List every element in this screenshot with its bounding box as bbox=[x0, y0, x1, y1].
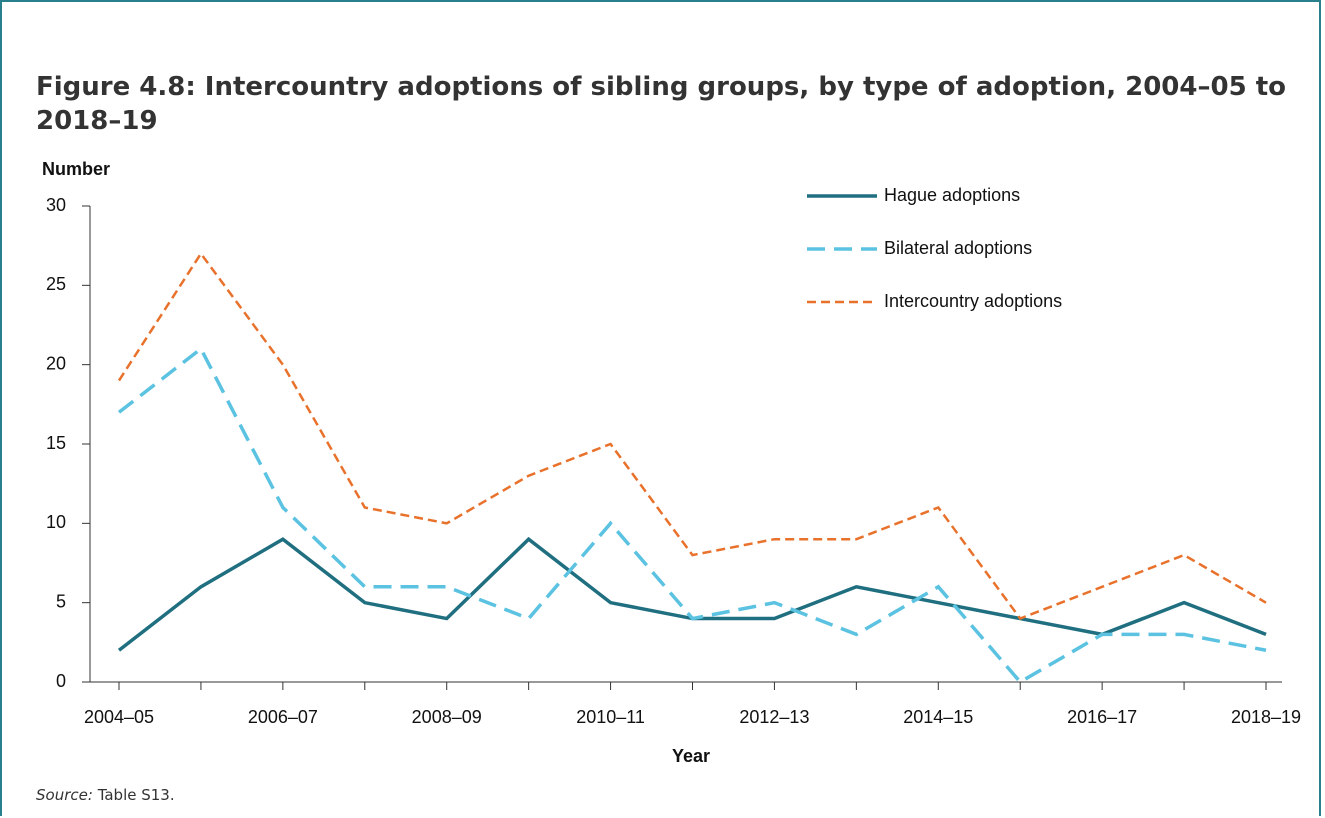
x-tick-label: 2004–05 bbox=[84, 707, 154, 727]
source-text: Table S13. bbox=[97, 786, 175, 804]
x-tick-label: 2014–15 bbox=[903, 707, 973, 727]
chart-title: Figure 4.8: Intercountry adoptions of si… bbox=[36, 72, 1287, 136]
y-tick-label: 0 bbox=[56, 671, 66, 691]
y-tick-label: 20 bbox=[46, 353, 66, 373]
source-label: Source: bbox=[36, 786, 93, 804]
x-axis-label: Year bbox=[672, 746, 710, 766]
series-line bbox=[117, 251, 1267, 621]
y-tick-label: 30 bbox=[46, 195, 66, 215]
x-tick-label: 2016–17 bbox=[1067, 707, 1137, 727]
y-axis-label: Number bbox=[42, 159, 110, 179]
x-tick-label: 2006–07 bbox=[248, 707, 318, 727]
x-tick-label: 2012–13 bbox=[739, 707, 809, 727]
legend-label: Bilateral adoptions bbox=[884, 238, 1032, 258]
legend-label: Hague adoptions bbox=[884, 185, 1020, 205]
x-tick-label: 2008–09 bbox=[412, 707, 482, 727]
x-tick-label: 2018–19 bbox=[1231, 707, 1301, 727]
series-line bbox=[117, 346, 1267, 685]
y-tick-label: 25 bbox=[46, 274, 66, 294]
y-tick-label: 15 bbox=[46, 433, 66, 453]
legend-label: Intercountry adoptions bbox=[884, 291, 1062, 311]
source-note: Source: Table S13. bbox=[36, 786, 175, 804]
y-tick-label: 5 bbox=[56, 591, 66, 611]
y-tick-label: 10 bbox=[46, 512, 66, 532]
chart: Number Year 0 5 10 15 20 25 30 2004–05 2006–07 20… bbox=[42, 159, 1301, 766]
x-tick-label: 2010–11 bbox=[576, 707, 645, 727]
